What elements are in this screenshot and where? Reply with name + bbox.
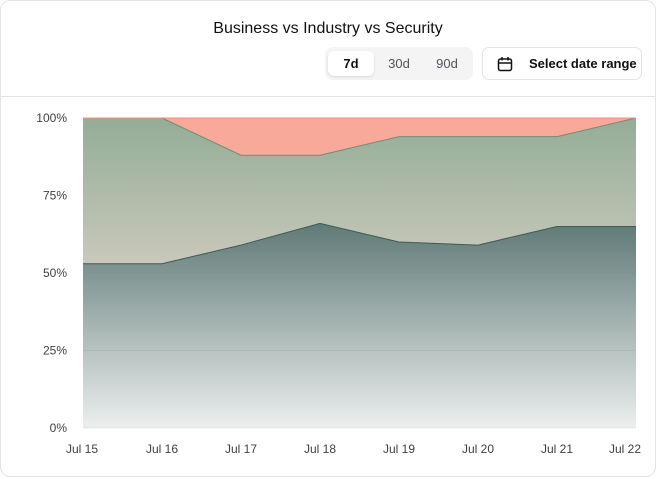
- chart-title: Business vs Industry vs Security: [213, 20, 443, 37]
- calendar-icon: [497, 56, 513, 72]
- x-tick-label: Jul 19: [383, 442, 415, 456]
- range-tabs: 7d 30d 90d: [325, 47, 473, 80]
- header-divider: [1, 96, 655, 97]
- select-date-range-button[interactable]: Select date range: [482, 47, 642, 80]
- y-tick-label: 25%: [43, 344, 67, 358]
- tab-7d[interactable]: 7d: [328, 51, 374, 76]
- date-range-label: Select date range: [529, 56, 637, 71]
- x-tick-label: Jul 17: [225, 442, 257, 456]
- x-tick-label: Jul 20: [462, 442, 494, 456]
- area-series-2: [83, 118, 636, 264]
- y-tick-label: 100%: [36, 111, 67, 125]
- y-tick-label: 0%: [50, 421, 68, 435]
- x-tick-label: Jul 21: [541, 442, 573, 456]
- y-tick-label: 75%: [43, 189, 67, 203]
- tab-90d[interactable]: 90d: [436, 56, 458, 71]
- x-tick-label: Jul 18: [304, 442, 336, 456]
- line-series-1: [83, 222, 636, 265]
- line-series-2: [83, 117, 637, 156]
- tab-30d[interactable]: 30d: [388, 56, 410, 71]
- x-tick-label: Jul 22: [609, 442, 641, 456]
- x-tick-label: Jul 15: [66, 442, 98, 456]
- area-series-1: [83, 223, 636, 428]
- x-tick-label: Jul 16: [146, 442, 178, 456]
- y-tick-label: 50%: [43, 266, 67, 280]
